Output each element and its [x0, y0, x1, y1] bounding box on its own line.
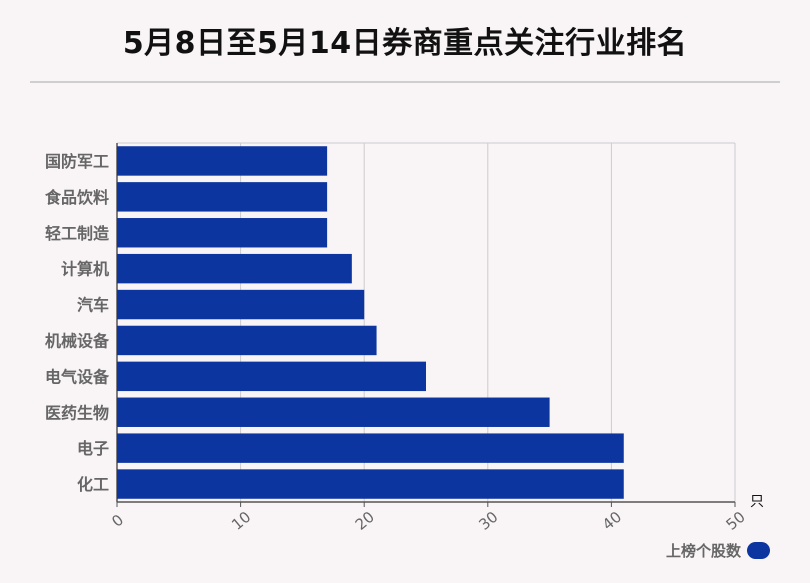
x-tick-label: 30 [475, 508, 501, 534]
x-tick-label: 50 [723, 508, 749, 534]
bar[interactable] [117, 182, 328, 212]
bar[interactable] [117, 289, 365, 320]
bar[interactable] [117, 397, 550, 427]
category-label: 食品饮料 [44, 188, 109, 207]
x-axis-unit: 只 [750, 494, 764, 510]
bar[interactable] [117, 469, 624, 499]
category-label: 医药生物 [45, 403, 109, 422]
category-label: 计算机 [61, 260, 109, 279]
x-tick-label: 20 [352, 508, 378, 534]
x-tick-label: 10 [228, 508, 254, 534]
category-label: 国防军工 [45, 152, 109, 171]
category-label: 电子 [77, 439, 109, 458]
category-label: 机械设备 [45, 331, 110, 350]
bar[interactable] [117, 218, 328, 248]
legend-swatch[interactable] [747, 542, 770, 559]
category-label: 汽车 [77, 296, 109, 315]
category-label: 电气设备 [45, 367, 110, 386]
category-label: 轻工制造 [45, 224, 110, 243]
chart-title: 5月8日至5月14日券商重点关注行业排名 [122, 26, 688, 61]
bar[interactable] [117, 433, 624, 463]
bar[interactable] [117, 253, 352, 284]
x-tick-label: 40 [599, 508, 625, 534]
bar[interactable] [117, 361, 426, 392]
category-label: 化工 [77, 475, 109, 494]
title-divider [30, 81, 780, 83]
x-tick-labels: 0 10 20 30 40 50 [108, 508, 749, 534]
legend[interactable]: 上榜个股数 [666, 540, 770, 561]
bar[interactable] [117, 146, 328, 176]
x-tick-label: 0 [108, 511, 127, 531]
bars [117, 146, 624, 499]
bar[interactable] [117, 325, 377, 356]
legend-label: 上榜个股数 [665, 542, 741, 560]
